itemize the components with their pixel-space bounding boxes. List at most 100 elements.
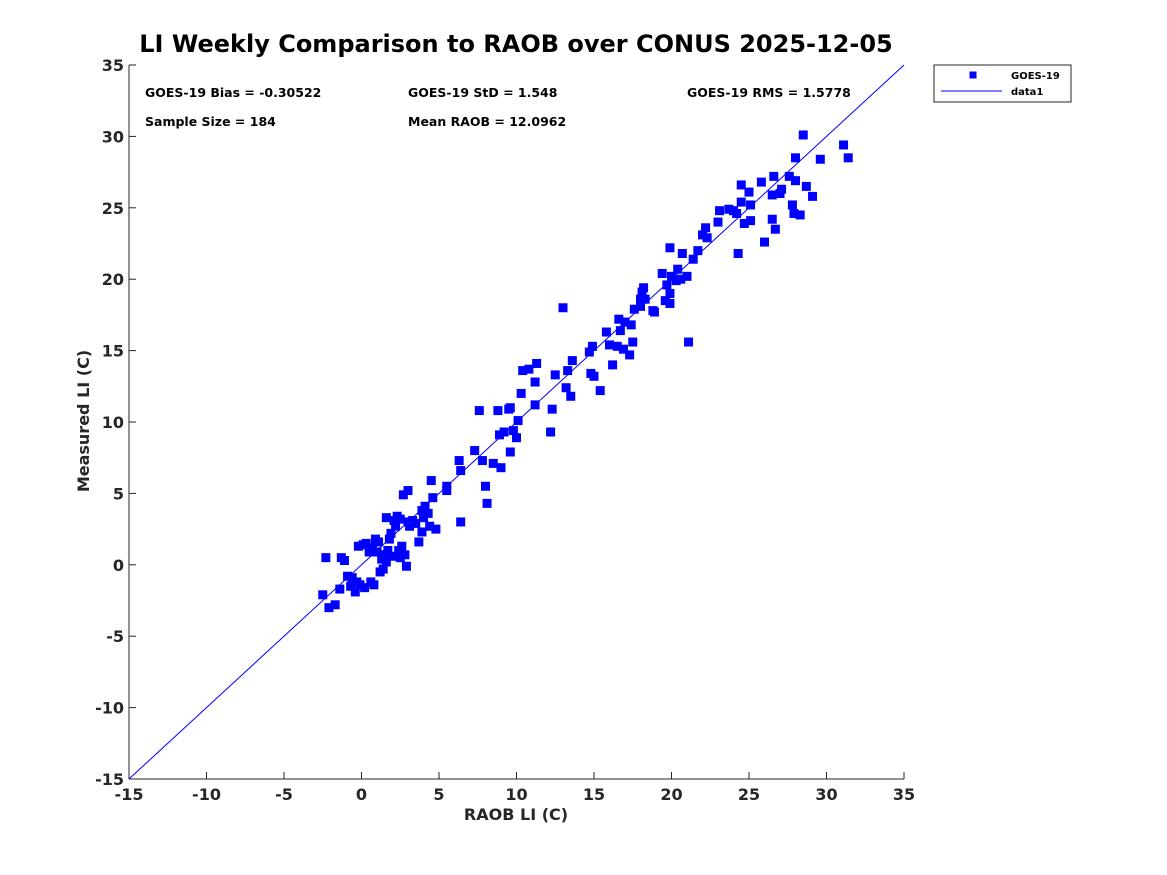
data-point (400, 550, 410, 560)
data-point (665, 298, 675, 308)
y-tick-label: 30 (102, 127, 124, 146)
x-tick-label: 30 (815, 785, 837, 804)
data-point (682, 271, 692, 281)
data-point (626, 320, 636, 330)
data-point (558, 303, 568, 313)
plot-area: -15 -10 -5 0 5 10 15 20 25 30 35 -15 -10 -5 0 5 10 15 20 2… (95, 56, 915, 804)
data-point (673, 264, 683, 274)
data-point (769, 171, 779, 181)
data-point (698, 230, 707, 240)
data-point (662, 280, 672, 290)
data-point (343, 571, 353, 581)
data-point (767, 190, 777, 200)
data-point (419, 513, 428, 523)
data-point (615, 326, 625, 336)
data-point (667, 271, 676, 281)
y-tick-label: 35 (102, 56, 124, 75)
data-point (324, 603, 334, 613)
data-point (513, 416, 523, 426)
data-point (767, 214, 777, 224)
data-point (330, 600, 340, 610)
data-point (493, 406, 503, 416)
data-point (386, 528, 396, 538)
x-tick-label: 0 (356, 785, 367, 804)
data-point (839, 140, 849, 150)
data-point (770, 224, 780, 234)
data-point (739, 219, 749, 229)
data-point (423, 508, 433, 518)
data-point (563, 366, 573, 376)
y-tick-label: 0 (113, 556, 124, 575)
data-point (795, 210, 805, 220)
data-point (456, 466, 466, 476)
data-point (414, 537, 424, 547)
y-tick-label: -5 (106, 627, 124, 646)
data-point (372, 547, 382, 557)
stat-bias: GOES-19 Bias = -0.30522 (145, 85, 321, 100)
data-point (789, 209, 799, 219)
data-point (360, 583, 370, 593)
data-point (532, 358, 542, 368)
data-point (321, 553, 331, 563)
x-tick-label: -15 (115, 785, 144, 804)
y-tick-label: 20 (102, 270, 124, 289)
data-point (550, 370, 560, 380)
data-point (677, 248, 687, 258)
data-point (505, 403, 515, 413)
data-point (426, 476, 436, 486)
data-point (777, 184, 787, 194)
data-point (318, 590, 328, 600)
x-tick-label: 5 (433, 785, 444, 804)
data-point (701, 223, 711, 233)
data-point (736, 197, 746, 207)
data-point (456, 517, 466, 527)
data-point (470, 446, 480, 456)
data-point (420, 501, 430, 511)
data-point (601, 327, 611, 337)
y-tick-label: 10 (102, 413, 124, 432)
data-point (383, 546, 393, 556)
data-point (355, 580, 365, 590)
data-point (530, 377, 540, 387)
data-point (384, 534, 394, 544)
data-point (724, 204, 734, 214)
data-point (482, 498, 492, 508)
chart-title: LI Weekly Comparison to RAOB over CONUS … (139, 30, 892, 58)
data-point (660, 296, 670, 306)
x-tick-label: -5 (275, 785, 293, 804)
x-tick-label: 15 (583, 785, 605, 804)
data-point (481, 481, 490, 491)
legend: GOES-19 data1 (933, 64, 1072, 103)
data-point (524, 364, 534, 374)
data-point (361, 538, 371, 548)
data-point (665, 288, 675, 298)
x-tick-group: -15 -10 -5 0 5 10 15 20 25 30 35 (115, 772, 915, 804)
data-point (756, 177, 766, 187)
data-point (494, 430, 504, 440)
data-point (702, 233, 712, 243)
goes19-points (318, 130, 853, 613)
data-point (442, 481, 452, 491)
data-point (496, 463, 506, 473)
data-point (784, 171, 794, 181)
stat-rms: GOES-19 RMS = 1.5778 (687, 85, 851, 100)
data-point (378, 564, 388, 574)
data-point (787, 200, 797, 210)
legend-entry-goes19: GOES-19 (1011, 71, 1060, 82)
data-point (347, 573, 357, 583)
data-point (561, 383, 571, 393)
x-tick-label: 25 (738, 785, 760, 804)
data-point (395, 553, 405, 563)
data-point (595, 386, 605, 396)
data-point (425, 521, 435, 531)
legend-marker-square-icon (969, 71, 977, 79)
y-axis-label: Measured LI (C) (74, 350, 93, 492)
data-point (353, 541, 363, 551)
data-point (614, 314, 624, 324)
y-tick-label: -10 (95, 699, 124, 718)
data-point (801, 181, 811, 191)
data-point (405, 521, 415, 531)
stat-std: GOES-19 StD = 1.548 (408, 85, 557, 100)
data-point (684, 337, 694, 347)
data-point (746, 200, 756, 210)
